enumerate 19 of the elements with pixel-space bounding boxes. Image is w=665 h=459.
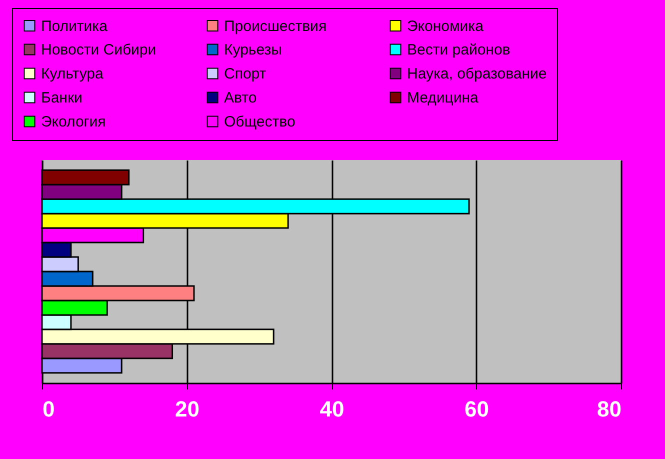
legend-label: Происшествия <box>224 18 327 35</box>
legend-label: Вести районов <box>407 42 510 58</box>
legend-label: Общество <box>224 114 296 130</box>
x-tick-label: 20 <box>175 396 200 422</box>
legend-label: Спорт <box>224 66 266 82</box>
legend-label: Авто <box>224 90 257 106</box>
legend-label: Экономика <box>407 18 484 35</box>
x-tick-label: 0 <box>42 396 55 422</box>
legend-label: Новости Сибири <box>41 42 156 58</box>
legend-label: Медицина <box>407 90 480 106</box>
legend-label: Экология <box>41 114 106 130</box>
x-tick-label: 80 <box>597 396 622 422</box>
legend-label: Политика <box>41 18 108 35</box>
legend-label: Наука, образование <box>407 66 547 82</box>
legend-label: Банки <box>41 90 82 106</box>
legend-label: Курьезы <box>224 42 282 58</box>
x-tick-label: 40 <box>320 396 344 422</box>
legend-label: Культура <box>41 66 104 82</box>
x-tick-label: 60 <box>464 396 489 422</box>
